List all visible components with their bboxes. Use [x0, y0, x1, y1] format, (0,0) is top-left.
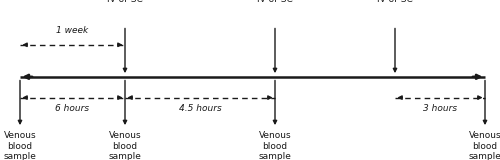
Text: C1-inh (100 U/kg)
IV or SC: C1-inh (100 U/kg) IV or SC [85, 0, 165, 4]
Text: 1 week: 1 week [56, 26, 88, 35]
Text: 3 hours: 3 hours [423, 104, 457, 113]
Text: Venous
blood
sample: Venous blood sample [468, 131, 500, 160]
Text: C1-inh (100 U/kg)
IV or SC: C1-inh (100 U/kg) IV or SC [235, 0, 315, 4]
Text: 4.5 hours: 4.5 hours [178, 104, 222, 113]
Text: Venous
blood
sample: Venous blood sample [108, 131, 142, 160]
Text: 6 hours: 6 hours [56, 104, 90, 113]
Text: C1-inh (100 U/kg)
IV or SC: C1-inh (100 U/kg) IV or SC [355, 0, 435, 4]
Text: Venous
blood
sample: Venous blood sample [258, 131, 292, 160]
Text: Venous
blood
sample: Venous blood sample [4, 131, 36, 160]
